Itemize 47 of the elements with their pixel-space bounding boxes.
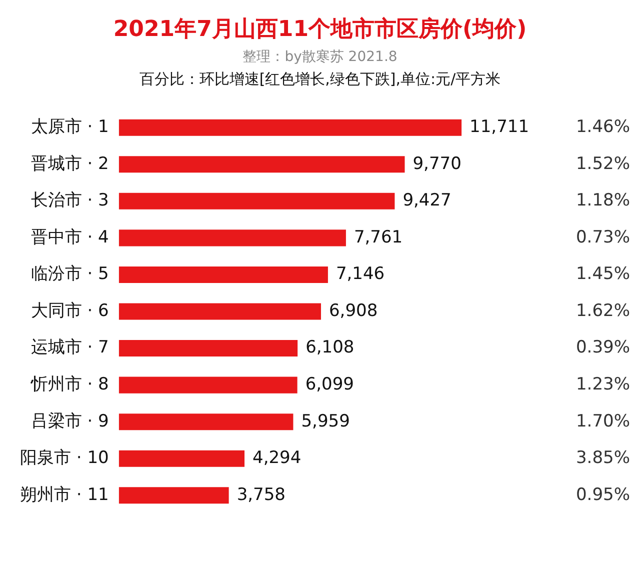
bar (118, 450, 244, 467)
text: 0.95% (576, 484, 630, 505)
text: 1.45% (576, 264, 630, 284)
bar (118, 119, 462, 136)
y-tick-label: 阳泉市 · 10 (20, 448, 109, 468)
data-label: 7,146 (336, 264, 385, 284)
text: 1.70% (576, 411, 630, 432)
y-tick-label: 大同市 · 6 (30, 300, 109, 321)
text: 1.52% (576, 154, 630, 174)
bar (118, 230, 346, 246)
bar (118, 487, 229, 504)
y-tick-label: 忻州市 · 8 (30, 374, 109, 394)
data-label: 6,108 (306, 338, 354, 358)
bar (118, 340, 298, 357)
y-tick-label: 长治市 · 3 (30, 190, 109, 211)
data-label: 7,761 (354, 227, 403, 248)
text: 0.39% (576, 338, 630, 358)
data-label: 4,294 (252, 448, 302, 468)
text: 3.85% (576, 448, 630, 468)
bar (118, 303, 321, 320)
bar (118, 414, 294, 430)
y-tick-label: 晋中市 · 4 (30, 227, 109, 248)
y-tick-label: 运城市 · 7 (30, 338, 109, 358)
data-label: 9,427 (402, 190, 452, 211)
bar (118, 156, 405, 173)
data-label: 6,908 (328, 300, 378, 321)
y-tick-label: 太原市 · 1 (30, 117, 109, 138)
text: 1.23% (576, 374, 630, 394)
data-label: 11,711 (470, 117, 530, 138)
chart-title: 2021年7月山西11个地市市区房价(均价) (112, 16, 528, 44)
bar (118, 266, 328, 283)
chart-subtitle: 整理：by散寒苏 2021.8 (242, 48, 398, 66)
data-label: 3,758 (236, 484, 286, 505)
text: 1.46% (576, 117, 630, 138)
text: 百分比：环比增速[红色增长,绿色下跌],单位:元/平方米 (138, 70, 502, 89)
data-label: 5,959 (301, 411, 350, 432)
text: 1.62% (576, 300, 630, 321)
data-label: 6,099 (305, 374, 354, 394)
text: 1.18% (576, 190, 630, 211)
bar (118, 376, 298, 394)
y-tick-label: 朔州市 · 11 (20, 484, 109, 505)
y-tick-label: 临汾市 · 5 (30, 264, 109, 284)
y-tick-label: 吕梁市 · 9 (30, 411, 109, 432)
bar (118, 192, 395, 210)
data-label: 9,770 (412, 154, 462, 174)
text: 0.73% (576, 227, 630, 248)
y-tick-label: 晋城市 · 2 (30, 154, 109, 174)
